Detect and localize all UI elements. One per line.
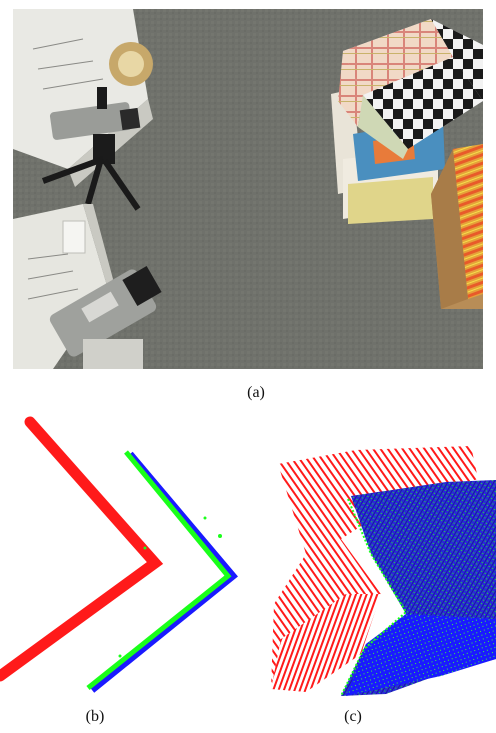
camera-top bbox=[49, 87, 141, 140]
cardboard-box bbox=[431, 144, 483, 309]
plot-panel-b bbox=[0, 408, 244, 700]
tripod bbox=[41, 134, 141, 211]
photo-panel-a bbox=[13, 9, 483, 369]
caption-b: (b) bbox=[85, 708, 105, 725]
projector-bottom bbox=[13, 204, 113, 369]
red-cross-section bbox=[0, 416, 164, 682]
green-point-cloud bbox=[340, 498, 408, 697]
green-cross-section bbox=[86, 450, 232, 690]
plot-panel-c bbox=[266, 444, 496, 700]
checkerboard-cube bbox=[338, 19, 483, 159]
camera-bottom bbox=[49, 266, 162, 369]
caption-a: (a) bbox=[247, 384, 265, 401]
cross-section-plot bbox=[0, 416, 238, 693]
caption-c: (c) bbox=[344, 708, 362, 725]
point-cloud-plot bbox=[271, 446, 496, 697]
setup-photo bbox=[13, 9, 483, 369]
blue-cross-section bbox=[89, 451, 238, 693]
